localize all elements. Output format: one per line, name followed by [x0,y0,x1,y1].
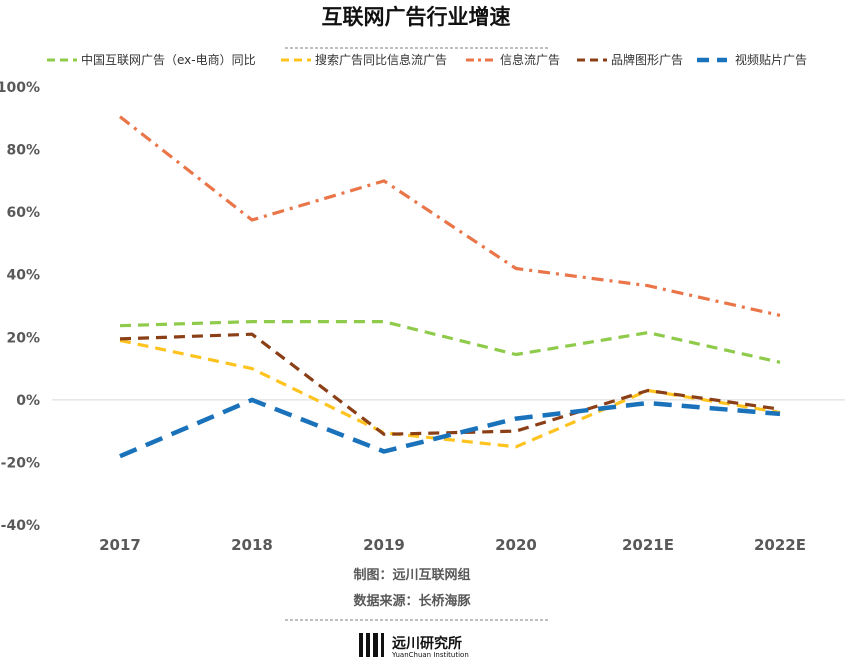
producer-credit: 制图：远川互联网组 [353,567,470,583]
y-tick-label: 80% [6,143,40,159]
y-tick-label: 0% [16,393,40,409]
y-tick-label: 20% [6,330,40,346]
x-tick-label: 2019 [363,536,405,554]
logo-english-text: YuanChuan Institution [391,651,469,659]
series-line-3 [119,115,781,317]
series-line-5 [119,397,781,459]
legend-label: 信息流广告 [500,52,560,67]
x-tick-label: 2021E [622,536,674,554]
yuanchuan-logo: 远川研究所 YuanChuan Institution [359,633,469,659]
y-tick-label: 40% [6,268,40,284]
x-tick-label: 2022E [754,536,806,554]
x-tick-label: 2017 [99,536,141,554]
y-tick-label: -20% [1,455,40,471]
legend-label: 品牌图形广告 [611,53,683,67]
y-tick-label: 60% [6,205,40,221]
x-tick-label: 2018 [231,536,273,554]
logo-chinese-text: 远川研究所 [392,635,462,652]
legend-label: 中国互联网广告（ex-电商）同比 [81,52,256,67]
series-line-2 [119,338,781,449]
chart-axes: 100% 80% 60% 40% 20% 0% -20% -40% 2017 2018 2019 20… [0,80,845,554]
legend-label: 视频贴片广告 [735,52,807,67]
x-tick-label: 2020 [495,536,537,554]
logo-mark-icon [359,633,384,657]
chart-legend: 中国互联网广告（ex-电商）同比 搜索广告同比信息流广告 信息流广告 品牌图形广告 视频… [47,52,807,67]
legend-label: 搜索广告同比信息流广告 [315,52,447,67]
series-line-1 [119,320,781,364]
chart-series [119,115,781,459]
chart-title: 互联网广告行业增速 [322,5,511,29]
y-tick-label: 100% [0,80,40,96]
data-source-credit: 数据来源：长桥海豚 [353,593,471,609]
y-tick-label: -40% [1,518,40,534]
series-line-4 [119,332,781,436]
